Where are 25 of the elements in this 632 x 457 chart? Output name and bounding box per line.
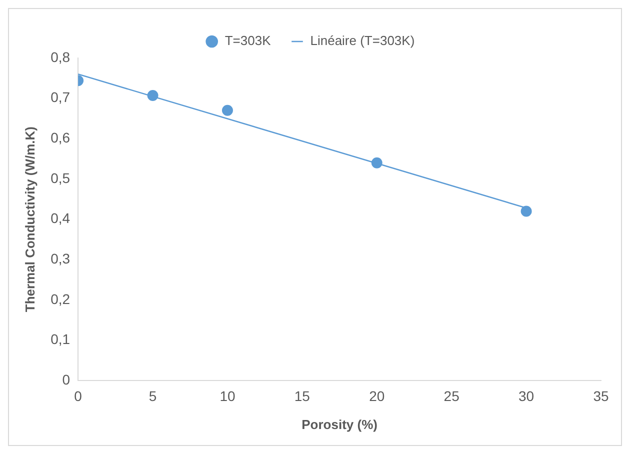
point: [222, 104, 233, 116]
x-tick-label: 10: [220, 388, 236, 404]
x-tick-label: 0: [74, 388, 82, 404]
x-tick-label: 5: [148, 388, 157, 404]
x-tick-label: 30: [518, 388, 534, 404]
x-axis-title: Porosity (%): [302, 416, 378, 432]
x-tick-label: 25: [444, 388, 460, 404]
point: [371, 157, 382, 168]
y-tick-label: 0: [62, 371, 70, 388]
legend-label: T=303K: [224, 33, 272, 48]
y-tick-label: 0,5: [50, 170, 70, 186]
y-axis-title: Thermal Conductivity (W/m.K): [22, 126, 38, 312]
y-tick-label: 0,6: [50, 130, 70, 146]
point: [520, 206, 532, 217]
y-tick-label: 0,7: [50, 89, 70, 106]
y-tick-label: 0,1: [50, 331, 70, 348]
x-tick-label: 20: [369, 388, 385, 404]
point: [147, 90, 158, 102]
legend-label: Linéaire (T=303K): [310, 33, 415, 48]
x-tick-label: 35: [593, 388, 609, 404]
x-tick-label: 15: [294, 388, 310, 404]
y-tick-label: 0,2: [50, 290, 70, 307]
y-tick-label: 0,4: [50, 210, 70, 226]
y-tick-label: 0,8: [50, 48, 70, 65]
y-tick-label: 0,3: [50, 250, 70, 266]
